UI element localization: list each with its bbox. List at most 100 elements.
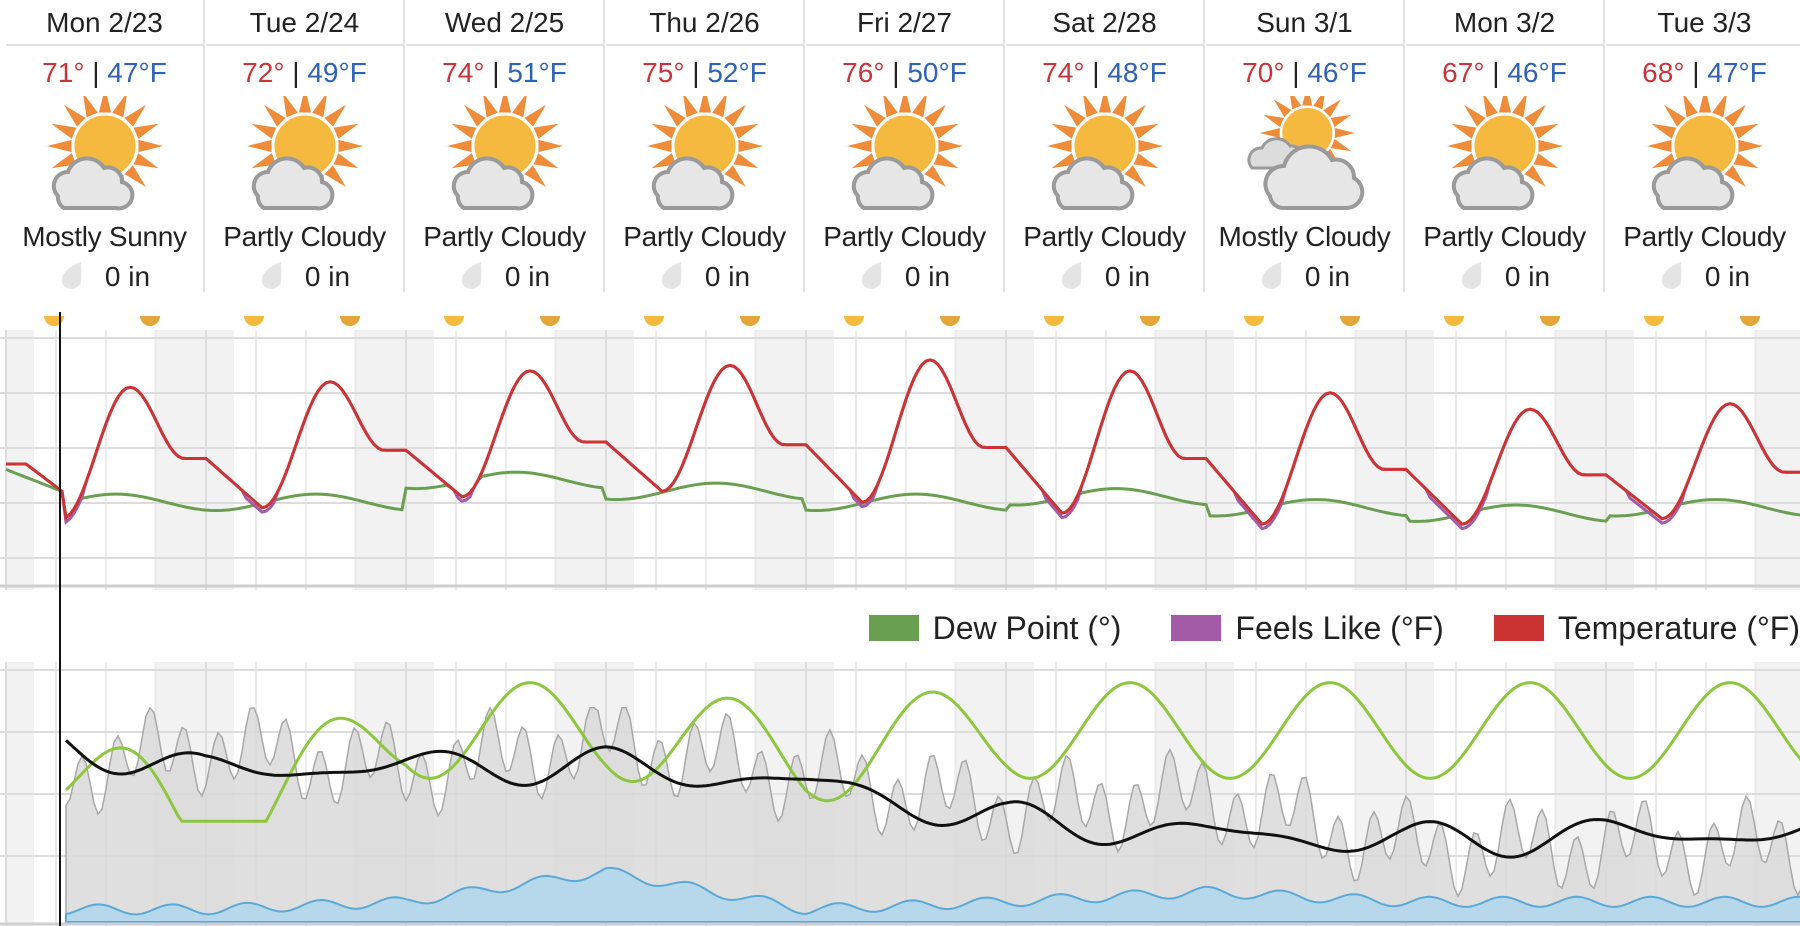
low-temp: 49°F	[307, 57, 367, 88]
sunset-icon	[1340, 316, 1360, 326]
sunset-icon	[1140, 316, 1160, 326]
temperature-swatch	[1493, 615, 1544, 641]
day-name: Tue 2/24	[206, 0, 403, 46]
sunrise-icon	[244, 316, 264, 326]
temp-separator: |	[892, 57, 908, 88]
day-temps: 72° | 49°F	[206, 56, 403, 90]
sunset-icon	[140, 316, 160, 326]
night-band	[1406, 330, 1434, 590]
temp-separator: |	[1292, 57, 1308, 88]
precip-amount: 0 in	[1606, 260, 1800, 294]
night-band	[754, 330, 806, 590]
day-column[interactable]: Tue 2/24 72° | 49°F Partly Cloudy 0 in	[206, 0, 405, 326]
raindrop-icon	[1061, 262, 1082, 289]
precip-amount: 0 in	[1206, 260, 1403, 294]
day-column[interactable]: Sun 3/1 70° | 46°F Mostly Cloudy 0 in	[1206, 0, 1405, 326]
high-temp: 67°	[1442, 57, 1485, 88]
low-temp: 51°F	[507, 57, 567, 88]
day-temps: 70° | 46°F	[1206, 56, 1403, 90]
sunrise-icon	[444, 316, 464, 326]
sun-cloud-icon	[1646, 96, 1763, 211]
sunrise-icon	[1244, 316, 1264, 326]
dew-point-line[interactable]	[5, 468, 1800, 526]
sunrise-icon	[1644, 316, 1664, 326]
precip-value: 0 in	[904, 261, 951, 292]
raindrop-icon	[461, 262, 482, 289]
precip-chance-area[interactable]	[65, 866, 1800, 923]
day-name: Sat 2/28	[1006, 0, 1203, 46]
day-column[interactable]: Sat 2/28 74° | 48°F Partly Cloudy 0 in	[1006, 0, 1205, 326]
temp-separator: |	[1492, 57, 1508, 88]
low-temp: 47°F	[107, 57, 167, 88]
precip-value: 0 in	[1704, 261, 1751, 292]
day-temps: 67° | 46°F	[1406, 56, 1603, 90]
daily-forecast-row: Mon 2/23 71° | 47°F Mostly Sunny 0 in Tu…	[6, 0, 1800, 326]
day-name: Fri 2/27	[806, 0, 1003, 46]
conditions-chart[interactable]	[0, 662, 1800, 926]
raindrop-icon	[61, 262, 82, 289]
legend-dew-point[interactable]: Dew Point (°)	[868, 610, 1121, 647]
legend-feels-like[interactable]: Feels Like (°F)	[1171, 610, 1444, 647]
sunset-icon	[540, 316, 560, 326]
dew-point-swatch	[868, 615, 919, 641]
legend-temperature[interactable]: Temperature (°F)	[1493, 610, 1800, 647]
condition-text: Partly Cloudy	[623, 221, 786, 252]
pressure-line[interactable]	[64, 739, 1800, 859]
high-temp: 74°	[1042, 57, 1085, 88]
sunrise-icon	[844, 316, 864, 326]
current-time-marker[interactable]	[59, 312, 61, 926]
sunset-icon	[740, 316, 760, 326]
cloud-sun-icon	[1246, 96, 1364, 211]
sunset-icon	[1540, 316, 1560, 326]
precip-value: 0 in	[104, 261, 151, 292]
condition-text: Mostly Sunny	[22, 221, 187, 252]
sun-cloud-icon	[1046, 96, 1163, 211]
low-temp: 46°F	[1507, 57, 1567, 88]
night-band	[354, 330, 406, 590]
temp-separator: |	[1692, 57, 1708, 88]
sunrise-icon	[1044, 316, 1064, 326]
temperature-line[interactable]	[6, 358, 1800, 526]
day-column[interactable]: Fri 2/27 76° | 50°F Partly Cloudy 0 in	[806, 0, 1005, 326]
day-temps: 75° | 52°F	[606, 56, 803, 90]
precip-amount: 0 in	[406, 260, 603, 294]
night-band	[1206, 330, 1234, 590]
sun-cloud-icon	[246, 96, 363, 211]
high-temp: 72°	[242, 57, 285, 88]
night-band	[1006, 330, 1034, 590]
night-band	[606, 330, 634, 590]
raindrop-icon	[861, 262, 882, 289]
day-column[interactable]: Thu 2/26 75° | 52°F Partly Cloudy 0 in	[606, 0, 805, 326]
high-temp: 75°	[642, 57, 685, 88]
chart-legend: Dew Point (°) Feels Like (°F) Temperatur…	[819, 606, 1800, 650]
temp-separator: |	[292, 57, 308, 88]
day-temps: 74° | 48°F	[1006, 56, 1203, 90]
precip-value: 0 in	[704, 261, 751, 292]
humidity-line[interactable]	[64, 681, 1800, 823]
precip-value: 0 in	[1104, 261, 1151, 292]
night-band	[1554, 330, 1606, 590]
precip-value: 0 in	[1504, 261, 1551, 292]
day-name: Mon 2/23	[6, 0, 203, 46]
feels-like-swatch	[1171, 615, 1222, 641]
day-column[interactable]: Mon 2/23 71° | 47°F Mostly Sunny 0 in	[6, 0, 205, 326]
sunset-icon	[340, 316, 360, 326]
day-temps: 74° | 51°F	[406, 56, 603, 90]
night-band	[554, 330, 606, 590]
day-name: Mon 3/2	[1406, 0, 1603, 46]
day-column[interactable]: Mon 3/2 67° | 46°F Partly Cloudy 0 in	[1406, 0, 1605, 326]
sunrise-icon	[1444, 316, 1464, 326]
day-column[interactable]: Wed 2/25 74° | 51°F Partly Cloudy 0 in	[406, 0, 605, 326]
condition-text: Partly Cloudy	[1023, 221, 1186, 252]
sunrise-icon	[644, 316, 664, 326]
condition-text: Partly Cloudy	[1623, 221, 1786, 252]
sun-cloud-icon	[1446, 96, 1563, 211]
sun-cloud-icon	[46, 96, 163, 211]
temperature-chart[interactable]	[0, 330, 1800, 590]
condition-text: Partly Cloudy	[823, 221, 986, 252]
cloud-cover-area[interactable]	[65, 706, 1800, 923]
day-temps: 71° | 47°F	[6, 56, 203, 90]
day-column[interactable]: Tue 3/3 68° | 47°F Partly Cloudy 0 in	[1606, 0, 1800, 326]
precip-amount: 0 in	[1006, 260, 1203, 294]
precip-amount: 0 in	[806, 260, 1003, 294]
